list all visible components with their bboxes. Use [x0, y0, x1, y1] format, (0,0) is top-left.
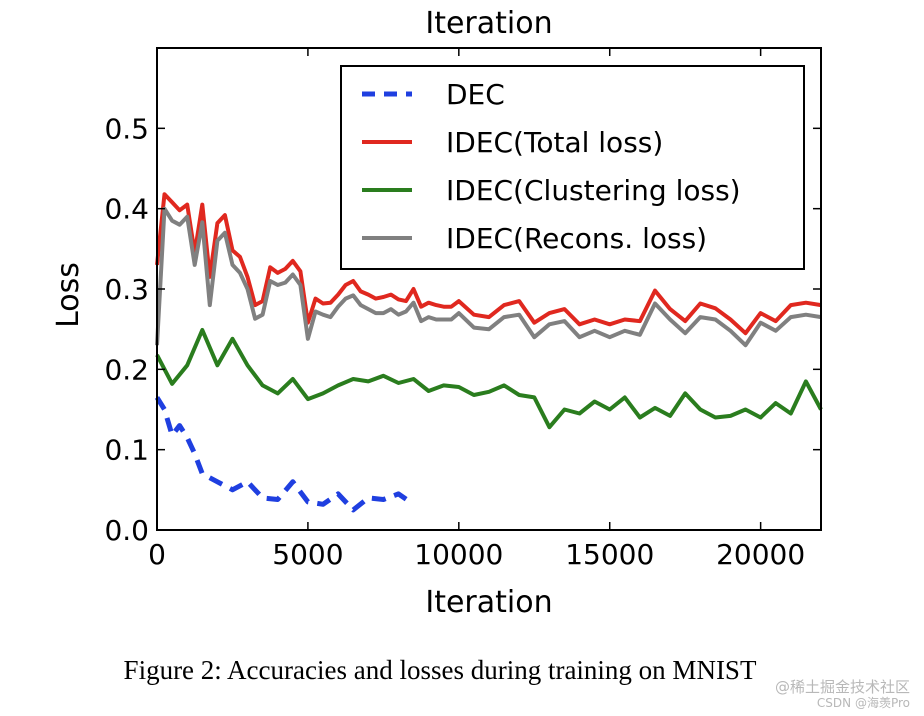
y-tick-label: 0.1: [104, 434, 149, 467]
y-tick-label: 0.2: [104, 353, 149, 386]
legend-box: [340, 65, 805, 270]
series-line-3: [155, 206, 822, 348]
y-axis-label: Loss: [51, 262, 86, 328]
x-tick-label: 5000: [272, 538, 343, 571]
watermark-line-2: CSDN @海羡Pro: [816, 696, 910, 710]
chart-title: Iteration: [425, 6, 552, 41]
legend-label-0: DEC: [446, 78, 505, 111]
x-tick-label: 20000: [716, 538, 805, 571]
plot-frame: [156, 47, 822, 531]
legend-label-1: IDEC(Total loss): [446, 126, 663, 159]
legend: DEC IDEC(Total loss) IDEC(Clustering loss)…: [340, 65, 805, 270]
x-tick-label: 10000: [414, 538, 503, 571]
legend-label-3: IDEC(Recons. loss): [446, 222, 707, 255]
series-line-0: [154, 396, 415, 513]
y-tick-label: 0.0: [104, 514, 149, 547]
figure-caption: Figure 2: Accuracies and losses during t…: [123, 655, 757, 685]
y-tick-label: 0.3: [104, 273, 149, 306]
watermark-line-1: @稀土掘金技术社区: [774, 678, 910, 696]
x-tick-label: 15000: [565, 538, 654, 571]
series-line-1: [155, 192, 822, 336]
loss-line-chart: Iteration Iteration Loss 0 5000 10000 15000…: [51, 6, 823, 620]
y-tick-label: 0.4: [104, 193, 149, 226]
x-axis-label: Iteration: [425, 585, 552, 620]
series-line-2: [155, 328, 823, 430]
y-tick-label: 0.5: [104, 112, 149, 145]
legend-label-2: IDEC(Clustering loss): [446, 174, 741, 207]
plot-lines: [154, 192, 823, 513]
x-tick-label: 0: [148, 538, 166, 571]
axis-ticks: 0 5000 10000 15000 20000 0.0 0.1 0.2 0.3 0.4 0.5: [104, 48, 821, 571]
